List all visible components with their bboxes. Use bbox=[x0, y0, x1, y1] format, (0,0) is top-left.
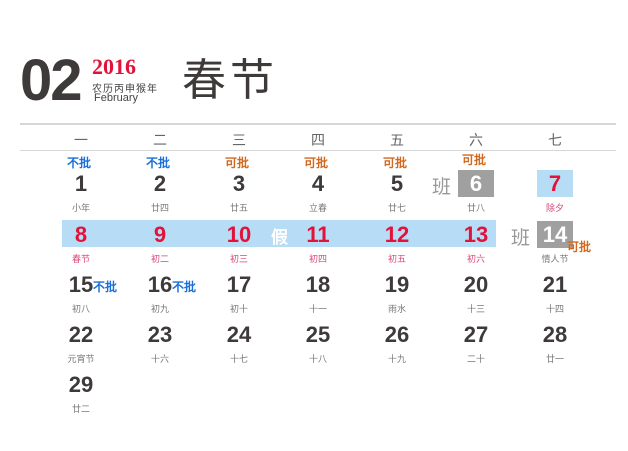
day-cell-9[interactable]: 9 bbox=[153, 222, 167, 247]
day-cell-6[interactable]: 6 bbox=[469, 171, 483, 196]
lunar-date: 雨水 bbox=[387, 305, 406, 315]
day-cell-16[interactable]: 16 bbox=[147, 272, 173, 297]
month-number: 02 bbox=[20, 48, 82, 113]
day-cell-23[interactable]: 23 bbox=[147, 322, 173, 347]
approval-badge: 可批 bbox=[462, 153, 487, 167]
workday-box bbox=[458, 170, 494, 197]
day-cell-12[interactable]: 12 bbox=[384, 222, 410, 247]
day-cell-8[interactable]: 8 bbox=[74, 222, 88, 247]
day-cell-20[interactable]: 20 bbox=[463, 272, 489, 297]
day-cell-7[interactable]: 7 bbox=[548, 171, 562, 196]
lunar-date: 初三 bbox=[229, 255, 248, 265]
weekday-5: 五 bbox=[390, 133, 404, 149]
day-cell-4[interactable]: 4 bbox=[311, 171, 325, 196]
day-cell-13[interactable]: 13 bbox=[463, 222, 489, 247]
lunar-date: 初九 bbox=[150, 305, 169, 315]
lunar-date: 立春 bbox=[308, 204, 327, 214]
lunar-date: 二十 bbox=[466, 355, 485, 365]
workday-label: 班 bbox=[432, 176, 452, 198]
lunar-date: 十一 bbox=[308, 305, 327, 315]
day-cell-14[interactable]: 14 bbox=[542, 222, 568, 247]
day-cell-21[interactable]: 21 bbox=[542, 272, 568, 297]
lunar-date: 廿一 bbox=[545, 355, 564, 365]
weekday-2: 二 bbox=[153, 133, 167, 149]
approval-badge: 可批 bbox=[304, 156, 329, 170]
day-cell-25[interactable]: 25 bbox=[305, 322, 331, 347]
day-cell-24[interactable]: 24 bbox=[226, 322, 252, 347]
holiday-box bbox=[537, 170, 573, 197]
lunar-date: 情人节 bbox=[541, 255, 569, 265]
divider bbox=[20, 123, 616, 125]
day-cell-28[interactable]: 28 bbox=[542, 322, 568, 347]
lunar-date: 廿五 bbox=[229, 204, 248, 214]
workday-box bbox=[537, 221, 573, 248]
day-cell-22[interactable]: 22 bbox=[68, 322, 94, 347]
weekday-7: 七 bbox=[548, 133, 562, 149]
lunar-date: 十九 bbox=[387, 355, 406, 365]
approval-badge: 不批 bbox=[67, 156, 92, 170]
approval-badge: 不批 bbox=[93, 280, 118, 294]
year: 2016 bbox=[92, 54, 136, 79]
lunar-date: 十八 bbox=[308, 355, 327, 365]
lunar-date: 初六 bbox=[466, 255, 485, 265]
lunar-date: 廿四 bbox=[150, 204, 169, 214]
lunar-date: 廿八 bbox=[466, 204, 485, 214]
lunar-year: 农历丙申猴年 bbox=[92, 84, 158, 95]
weekday-4: 四 bbox=[311, 133, 325, 149]
workday-label: 班 bbox=[511, 227, 531, 249]
lunar-date: 初八 bbox=[71, 305, 90, 315]
lunar-date: 初五 bbox=[387, 255, 406, 265]
day-cell-2[interactable]: 2 bbox=[153, 171, 167, 196]
day-cell-3[interactable]: 3 bbox=[232, 171, 246, 196]
lunar-date: 初四 bbox=[308, 255, 327, 265]
lunar-date: 十三 bbox=[466, 305, 485, 315]
approval-badge: 不批 bbox=[172, 280, 197, 294]
approval-badge: 可批 bbox=[225, 156, 250, 170]
page-title: 春节 bbox=[182, 55, 278, 106]
lunar-date: 除夕 bbox=[545, 204, 564, 214]
day-cell-17[interactable]: 17 bbox=[226, 272, 252, 297]
weekday-3: 三 bbox=[232, 133, 246, 149]
weekday-1: 一 bbox=[74, 133, 88, 149]
lunar-date: 初十 bbox=[229, 305, 248, 315]
day-cell-11[interactable]: 11 bbox=[306, 222, 330, 247]
divider bbox=[20, 150, 616, 151]
day-cell-15[interactable]: 15 bbox=[68, 272, 94, 297]
approval-badge: 可批 bbox=[567, 240, 592, 254]
day-cell-18[interactable]: 18 bbox=[305, 272, 331, 297]
day-cell-19[interactable]: 19 bbox=[384, 272, 410, 297]
day-cell-1[interactable]: 1 bbox=[74, 171, 88, 196]
lunar-date: 春节 bbox=[71, 255, 90, 265]
lunar-date: 十四 bbox=[545, 305, 564, 315]
approval-badge: 不批 bbox=[146, 156, 171, 170]
weekday-6: 六 bbox=[469, 133, 483, 149]
english-month: February bbox=[94, 92, 139, 104]
lunar-date: 十六 bbox=[150, 355, 169, 365]
holiday-band bbox=[62, 220, 496, 247]
day-cell-29[interactable]: 29 bbox=[68, 372, 94, 397]
lunar-date: 十七 bbox=[229, 355, 248, 365]
lunar-date: 元宵节 bbox=[67, 355, 95, 365]
approval-badge: 可批 bbox=[383, 156, 408, 170]
lunar-date: 初二 bbox=[150, 255, 169, 265]
lunar-date: 小年 bbox=[71, 204, 90, 214]
day-cell-5[interactable]: 5 bbox=[390, 171, 404, 196]
day-cell-10[interactable]: 10 bbox=[226, 222, 252, 247]
holiday-label: 假 bbox=[271, 228, 288, 248]
day-cell-26[interactable]: 26 bbox=[384, 322, 410, 347]
lunar-date: 廿二 bbox=[71, 405, 90, 415]
lunar-date: 廿七 bbox=[387, 204, 406, 214]
day-cell-27[interactable]: 27 bbox=[463, 322, 489, 347]
